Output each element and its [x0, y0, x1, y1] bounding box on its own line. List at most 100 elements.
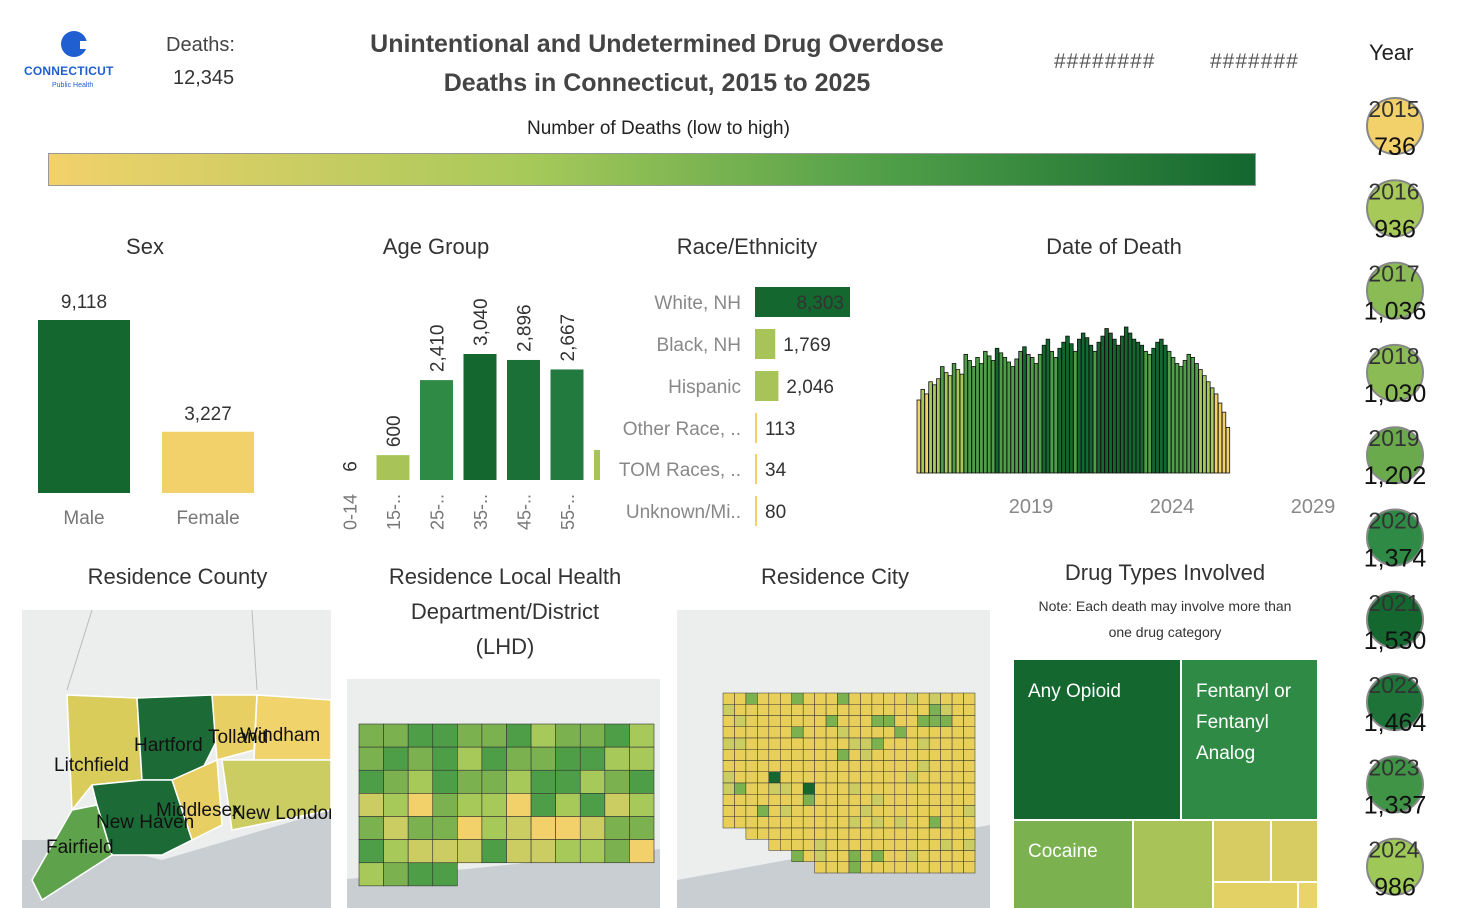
- city-region: [940, 816, 953, 829]
- city-region: [871, 839, 884, 851]
- city-region: [791, 704, 804, 716]
- lhd-region: [358, 862, 384, 887]
- city-region: [814, 760, 827, 772]
- lhd-region: [506, 769, 532, 794]
- city-region: [734, 715, 747, 727]
- city-region: [722, 782, 735, 795]
- treemap-cell-6[interactable]: [1272, 821, 1317, 881]
- lhd-region: [358, 839, 384, 864]
- city-map[interactable]: [677, 610, 990, 908]
- sex-category-label: Female: [176, 508, 239, 529]
- city-region: [883, 839, 896, 851]
- filter-placeholder-1[interactable]: ########: [1054, 50, 1156, 73]
- city-region: [917, 827, 930, 840]
- city-region: [871, 760, 884, 772]
- city-region: [837, 692, 850, 705]
- county-label: Tolland: [208, 727, 269, 748]
- date-bar: [1178, 366, 1184, 474]
- date-bar: [943, 372, 949, 474]
- treemap-cell-7[interactable]: [1214, 883, 1297, 908]
- city-region: [848, 760, 861, 772]
- age-bar: [507, 359, 540, 480]
- city-region: [825, 737, 838, 750]
- city-region: [780, 839, 792, 851]
- lhd-map[interactable]: [347, 679, 660, 908]
- city-region: [791, 715, 804, 727]
- lhd-region: [407, 769, 434, 794]
- county-label: New Haven: [96, 812, 195, 833]
- treemap-cell-4[interactable]: [1134, 821, 1212, 908]
- year-circle-2016: [1366, 179, 1424, 238]
- water-shape: [22, 810, 331, 908]
- city-region: [837, 782, 850, 795]
- lhd-region: [481, 746, 507, 771]
- city-region: [825, 816, 838, 829]
- city-region: [757, 726, 770, 739]
- lhd-region: [604, 839, 630, 864]
- lhd-region: [383, 793, 409, 817]
- filter-placeholder-2[interactable]: #######: [1210, 50, 1299, 73]
- city-region: [883, 692, 896, 705]
- city-region: [940, 760, 953, 772]
- city-region: [940, 782, 953, 795]
- city-region: [837, 737, 850, 750]
- drug-treemap[interactable]: Any Opioid Fentanyl or Fentanyl Analog C…: [1014, 660, 1317, 908]
- county-map[interactable]: Litchfield Hartford Tolland Windham Middlese…: [22, 610, 331, 908]
- color-legend-bar: [48, 153, 1256, 186]
- treemap-cell-5[interactable]: [1214, 821, 1270, 881]
- lhd-region: [506, 816, 532, 840]
- lhd-region: [506, 746, 532, 771]
- city-region: [780, 805, 792, 817]
- city-region: [871, 737, 884, 750]
- city-region: [837, 805, 850, 817]
- city-region: [894, 692, 907, 705]
- county-fairfield[interactable]: [31, 804, 113, 902]
- city-region: [906, 805, 918, 817]
- city-region: [928, 726, 941, 739]
- city-region: [928, 715, 941, 727]
- lhd-region: [579, 746, 606, 771]
- city-region: [963, 839, 976, 851]
- date-bar: [940, 366, 945, 474]
- city-region: [917, 760, 930, 772]
- treemap-cell-cocaine[interactable]: Cocaine: [1014, 821, 1132, 908]
- city-region: [917, 704, 930, 716]
- city-region: [745, 805, 758, 817]
- date-chart-title: Date of Death: [1046, 234, 1182, 259]
- city-region: [871, 861, 884, 874]
- city-region: [906, 704, 918, 716]
- city-region: [757, 771, 770, 784]
- age-chart-title: Age Group: [382, 234, 490, 259]
- city-region: [768, 726, 781, 739]
- city-region: [757, 737, 770, 750]
- lhd-region: [629, 793, 655, 817]
- city-region: [894, 827, 907, 840]
- date-bar: [1166, 350, 1172, 474]
- city-region: [825, 749, 838, 761]
- lhd-region: [604, 723, 630, 748]
- county-new-london[interactable]: [221, 759, 331, 831]
- city-region: [757, 704, 770, 716]
- date-bar: [1033, 363, 1039, 474]
- treemap-cell-8[interactable]: [1299, 883, 1317, 908]
- date-bar: [1053, 357, 1058, 474]
- city-region: [745, 726, 758, 739]
- treemap-cell-fentanyl[interactable]: Fentanyl or Fentanyl Analog: [1182, 660, 1317, 819]
- lhd-region: [604, 769, 630, 794]
- city-region: [837, 771, 850, 784]
- city-region: [745, 692, 758, 705]
- city-region: [768, 737, 781, 750]
- lhd-region: [481, 723, 507, 748]
- lhd-region: [579, 816, 606, 840]
- city-region: [906, 749, 918, 761]
- county-windham[interactable]: [253, 694, 331, 761]
- city-region: [928, 782, 941, 795]
- year-value: 1,337: [1364, 791, 1427, 819]
- date-bar: [1120, 335, 1125, 474]
- age-category-label: 35-..: [471, 494, 491, 530]
- treemap-cell-any-opioid[interactable]: Any Opioid: [1014, 660, 1180, 819]
- date-bar: [1163, 344, 1168, 474]
- year-circle-2018: [1366, 343, 1424, 402]
- lhd-region: [629, 839, 655, 864]
- date-bar: [1057, 347, 1062, 474]
